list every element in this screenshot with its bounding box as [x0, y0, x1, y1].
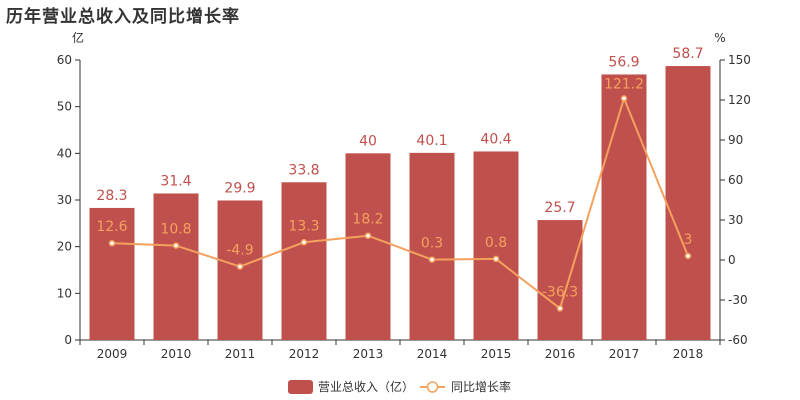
line-point	[172, 242, 180, 249]
y-left-unit: 亿	[72, 30, 84, 45]
bar	[89, 207, 135, 340]
bar-value-label: 40	[359, 133, 377, 149]
bars-layer	[89, 66, 711, 341]
x-tick-label: 2017	[609, 347, 640, 361]
line-value-label: 10.8	[160, 222, 191, 238]
line-point	[108, 239, 116, 247]
line-value-label: 121.2	[604, 76, 644, 92]
legend-bar-label: 营业总收入（亿）	[318, 379, 414, 394]
bar-value-label: 31.4	[160, 173, 191, 189]
y-right-tick-label: 90	[728, 133, 743, 147]
y-right-tick-label: 30	[728, 213, 743, 227]
x-tick-label: 2010	[161, 347, 192, 361]
x-tick-label: 2014	[417, 347, 448, 361]
line-value-label: 12.6	[96, 219, 127, 235]
y-left-tick-label: 40	[57, 146, 72, 160]
y-left-tick-label: 10	[57, 286, 72, 300]
bar	[473, 151, 519, 340]
line-point	[684, 252, 692, 260]
line-value-label: 0.8	[485, 235, 507, 251]
y-right-tick-label: 120	[728, 93, 751, 107]
bar-value-label: 28.3	[96, 188, 127, 204]
legend: 营业总收入（亿） 同比增长率	[288, 379, 511, 394]
line-value-label: 13.3	[288, 218, 319, 234]
bar-value-label: 58.7	[672, 46, 703, 62]
growth-rate-line	[111, 95, 689, 311]
x-tick-label: 2009	[97, 347, 128, 361]
bar	[153, 193, 199, 340]
line-point	[300, 239, 308, 246]
y-left-tick-label: 20	[57, 240, 72, 254]
line-value-label: 18.2	[352, 212, 383, 228]
x-tick-label: 2018	[673, 347, 704, 361]
y-right-tick-label: -30	[728, 293, 748, 307]
y-left-tick-label: 50	[57, 100, 72, 114]
bar	[537, 220, 583, 340]
line-value-label: -4.9	[226, 243, 253, 259]
line-value-label: -36.3	[542, 284, 578, 300]
x-tick-label: 2012	[289, 347, 320, 361]
bar	[217, 200, 263, 340]
y-left-tick-label: 60	[57, 53, 72, 67]
bar-value-label: 56.9	[608, 54, 639, 70]
bar-value-label: 29.9	[224, 180, 255, 196]
line-value-label: 0.3	[421, 236, 443, 252]
bar	[601, 74, 647, 340]
legend-bar-swatch	[288, 380, 313, 394]
x-tick-label: 2011	[225, 347, 256, 361]
labels-layer: 28.3 31.4 29.9 33.8 40 40.1 40.4 25.7 56.9 58.7 12…	[96, 46, 703, 300]
x-tick-label: 2016	[545, 347, 576, 361]
bar	[409, 152, 455, 340]
y-right-tick-label: 150	[728, 53, 751, 67]
line-point	[556, 305, 564, 312]
line-point	[364, 232, 372, 239]
bar-value-label: 40.1	[416, 133, 447, 149]
legend-line-marker	[426, 381, 439, 393]
bar	[281, 182, 327, 340]
y-left-tick-label: 30	[57, 193, 72, 207]
y-right-unit: %	[714, 31, 725, 45]
y-right-tick-label: 60	[728, 173, 743, 187]
bar	[345, 153, 391, 340]
line-point	[428, 256, 436, 263]
x-tick-label: 2013	[353, 347, 384, 361]
x-tick-label: 2015	[481, 347, 512, 361]
y-right-tick-label: -60	[728, 333, 748, 347]
bar-value-label: 25.7	[544, 200, 575, 216]
legend-line-label: 同比增长率	[451, 379, 511, 394]
bar-value-label: 33.8	[288, 162, 319, 178]
line-value-label: 3	[684, 232, 693, 248]
chart-title: 历年营业总收入及同比增长率	[6, 7, 240, 27]
y-right-tick-label: 0	[728, 253, 736, 267]
line-point	[492, 255, 500, 263]
line-point	[236, 263, 244, 270]
y-left-tick-label: 0	[64, 333, 72, 347]
line-point	[620, 95, 628, 102]
line-layer	[108, 95, 692, 312]
bar-value-label: 40.4	[480, 131, 511, 147]
bar	[665, 66, 711, 341]
